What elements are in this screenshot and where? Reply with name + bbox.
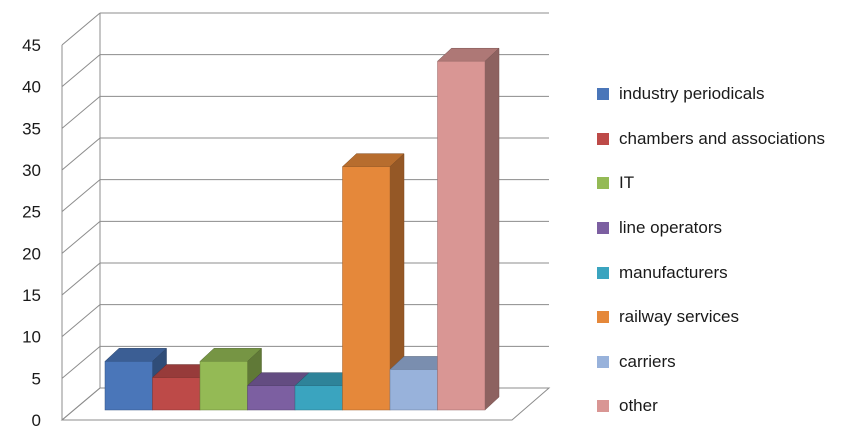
legend-item: line operators xyxy=(597,206,825,251)
legend-item: other xyxy=(597,384,825,429)
y-tick-label: 35 xyxy=(22,119,41,138)
gridline-diagonal xyxy=(61,262,101,296)
legend-swatch xyxy=(597,311,609,324)
legend-item: IT xyxy=(597,161,825,206)
bar-other xyxy=(436,47,500,411)
legend-item: chambers and associations xyxy=(597,117,825,162)
y-tick-label: 5 xyxy=(32,369,41,388)
legend-swatch xyxy=(597,132,609,145)
y-tick-label: 20 xyxy=(22,244,41,263)
legend-label: IT xyxy=(619,173,635,193)
legend-swatch xyxy=(597,355,609,368)
legend-item: industry periodicals xyxy=(597,72,825,117)
axes xyxy=(60,13,551,421)
gridline-diagonal xyxy=(61,345,101,379)
bar-chart: 0 5 10 15 20 25 30 35 40 45 xyxy=(22,12,551,428)
legend-label: line operators xyxy=(619,218,723,238)
gridline-diagonal xyxy=(61,54,101,88)
gridline-diagonal xyxy=(61,12,101,46)
bar-railway-services xyxy=(341,153,405,411)
y-tick-label: 45 xyxy=(22,36,41,55)
y-tick-label: 0 xyxy=(32,411,41,428)
gridline-diagonal xyxy=(61,95,101,129)
y-tick-label: 30 xyxy=(22,161,41,180)
bar-IT xyxy=(199,347,263,411)
bars xyxy=(104,47,500,411)
gridline-diagonal xyxy=(61,220,101,254)
legend-label: carriers xyxy=(619,351,676,371)
legend: industry periodicals chambers and associa… xyxy=(597,72,825,429)
legend-label: industry periodicals xyxy=(619,84,765,104)
legend-label: railway services xyxy=(619,307,739,327)
legend-label: chambers and associations xyxy=(619,128,826,148)
legend-label: other xyxy=(619,396,658,416)
legend-swatch xyxy=(597,266,609,279)
gridline-diagonal xyxy=(61,179,101,213)
legend-swatch xyxy=(597,177,609,190)
y-tick-label: 25 xyxy=(22,203,41,222)
legend-item: railway services xyxy=(597,295,825,340)
floor xyxy=(60,387,551,421)
legend-label: manufacturers xyxy=(619,262,728,282)
gridline-diagonal xyxy=(61,304,101,338)
gridline-diagonal xyxy=(61,137,101,171)
y-tick-label: 10 xyxy=(22,328,41,347)
legend-swatch xyxy=(597,400,609,413)
legend-swatch xyxy=(597,222,609,235)
y-tick-label: 15 xyxy=(22,286,41,305)
legend-item: manufacturers xyxy=(597,250,825,295)
y-tick-label: 40 xyxy=(22,78,41,97)
y-axis-ticks: 0 5 10 15 20 25 30 35 40 45 xyxy=(22,36,41,428)
legend-item: carriers xyxy=(597,340,825,385)
legend-swatch xyxy=(597,88,609,101)
